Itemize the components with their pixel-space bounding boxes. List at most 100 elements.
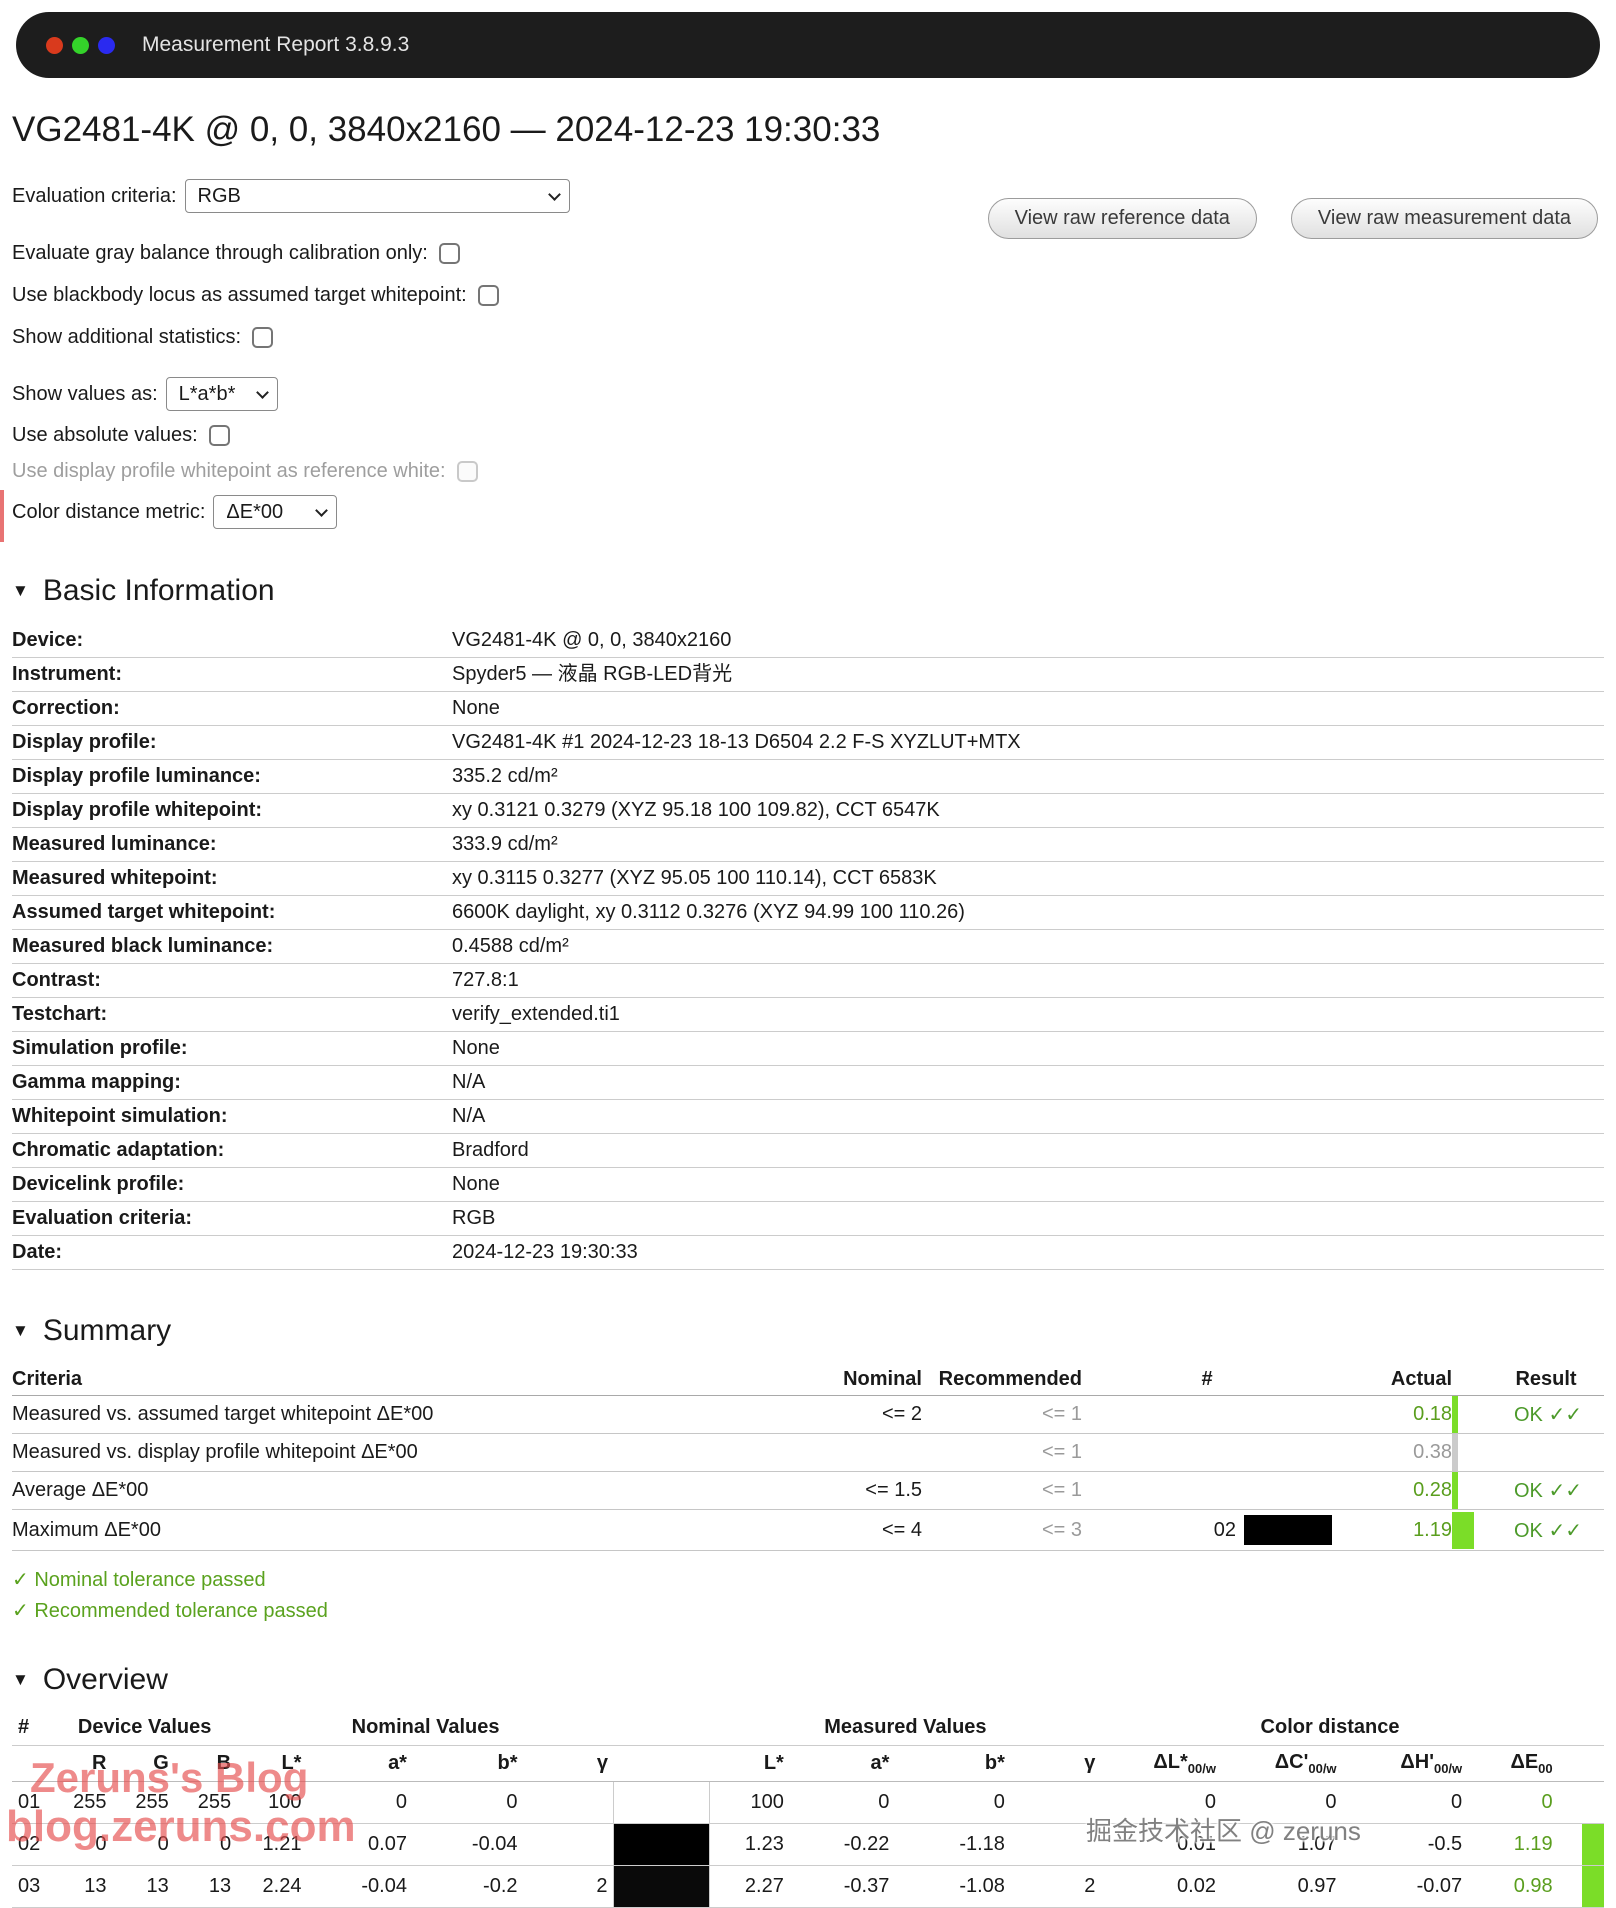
device-r: 13 [52,1865,113,1908]
basic-info-value: None [452,1167,1604,1202]
basic-info-value: 333.9 cd/m² [452,827,1604,862]
basic-info-label: Gamma mapping: [12,1065,452,1100]
basic-info-row: Instrument: Spyder5 — 液晶 RGB-LED背光 [12,657,1604,692]
show-values-select[interactable]: L*a*b* [165,377,278,411]
summary-actual: 0.28 [1332,1471,1452,1510]
patch-color-swatch [613,1823,710,1866]
summary-table: Criteria Nominal Recommended # Actual Re… [12,1364,1604,1551]
nominal-l: 2.24 [237,1865,308,1908]
chevron-down-icon [547,187,561,201]
overview-title: Overview [42,1663,168,1696]
overview-measured-group: Measured Values [709,1711,1102,1746]
summary-actual: 1.19 [1332,1509,1452,1551]
basic-info-row: Measured black luminance: 0.4588 cd/m² [12,929,1604,964]
summary-criteria: Average ΔE*00 [12,1471,802,1510]
summary-header-row: Criteria Nominal Recommended # Actual Re… [12,1364,1604,1396]
absolute-values-label: Use absolute values: [12,423,198,446]
device-r: 255 [52,1781,113,1824]
view-raw-measurement-data-button[interactable]: View raw measurement data [1290,198,1598,239]
blackbody-locus-checkbox[interactable] [477,284,499,306]
nominal-gamma: 2 [523,1865,614,1908]
tolerance-bar [1452,1434,1458,1471]
blackbody-locus-label: Use blackbody locus as assumed target wh… [12,283,467,306]
summary-number-cell [1082,1471,1332,1510]
evaluation-criteria-select[interactable]: RGB [184,179,570,213]
measured-gamma [1010,1781,1102,1824]
delta-e-value: 1.19 [1468,1823,1559,1866]
measured-gamma [1010,1823,1102,1866]
display-profile-whitepoint-label: Use display profile whitepoint as refere… [12,459,446,482]
col-b: B [174,1745,238,1782]
red-dot-icon[interactable] [46,36,63,54]
basic-info-value: None [452,691,1604,726]
evaluation-criteria-label: Evaluation criteria: [12,184,177,207]
tolerance-bar [1452,1472,1458,1509]
collapse-triangle-icon[interactable]: ▼ [12,1670,29,1689]
summary-recommended: <= 3 [922,1509,1082,1551]
color-distance-metric-select[interactable]: ΔE*00 [213,495,338,529]
chevron-down-icon [315,503,329,517]
green-dot-icon[interactable] [72,36,89,54]
overview-group-header-row: # Device Values Nominal Values Measured … [12,1711,1604,1746]
delta-e-value: 0.98 [1468,1865,1559,1908]
additional-statistics-checkbox[interactable] [252,326,274,348]
color-swatch [1244,1515,1332,1545]
basic-info-row: Correction: None [12,691,1604,726]
summary-bar-cell [1452,1471,1488,1510]
report-controls: Evaluation criteria: RGB Evaluate gray b… [0,178,1616,530]
device-b: 255 [174,1781,238,1824]
basic-info-value: Spyder5 — 液晶 RGB-LED背光 [452,657,1604,692]
summary-criteria: Measured vs. display profile whitepoint … [12,1433,802,1472]
gray-balance-checkbox[interactable] [438,242,460,264]
basic-info-label: Correction: [12,691,452,726]
summary-patch-number: 02 [1213,1518,1236,1541]
overview-table: # Device Values Nominal Values Measured … [12,1711,1604,1908]
nominal-gamma [523,1781,614,1824]
basic-info-label: Contrast: [12,963,452,998]
basic-info-row: Measured whitepoint: xy 0.3115 0.3277 (X… [12,861,1604,896]
delta-l-value: 0.02 [1101,1865,1222,1908]
basic-info-row: Assumed target whitepoint: 6600K dayligh… [12,895,1604,930]
device-g: 0 [112,1823,175,1866]
summary-col-actual: Actual [1332,1364,1452,1396]
patch-number: 03 [12,1865,53,1908]
color-distance-metric-value: ΔE*00 [226,500,284,523]
measured-l: 100 [709,1781,790,1824]
summary-nominal: <= 1.5 [802,1471,922,1510]
blue-dot-icon[interactable] [98,36,115,54]
tolerance-passed-notes: ✓ Nominal tolerance passed ✓ Recommended… [12,1565,1604,1627]
absolute-values-checkbox[interactable] [208,424,230,446]
measured-a: -0.22 [789,1823,896,1866]
device-g: 255 [112,1781,175,1824]
summary-number-cell [1082,1395,1332,1434]
color-distance-metric-row: Color distance metric: ΔE*00 [12,494,1604,530]
gray-balance-label: Evaluate gray balance through calibratio… [12,241,428,264]
window-title: Measurement Report 3.8.9.3 [142,33,410,56]
basic-info-value: None [452,1031,1604,1066]
basic-info-label: Measured luminance: [12,827,452,862]
basic-info-row: Whitepoint simulation: N/A [12,1099,1604,1134]
device-r: 0 [52,1823,113,1866]
overview-distance-group: Color distance [1101,1711,1559,1746]
summary-row: Average ΔE*00 <= 1.5 <= 1 0.28 OK ✓✓ [12,1471,1604,1510]
tolerance-bar [1452,1396,1458,1433]
basic-info-label: Evaluation criteria: [12,1201,452,1236]
summary-nominal: <= 4 [802,1509,922,1551]
measured-b: 0 [895,1781,1011,1824]
delta-l-value: 0.01 [1101,1823,1222,1866]
measured-l: 2.27 [709,1865,790,1908]
overview-nominal-group: Nominal Values [237,1711,614,1746]
summary-result [1488,1433,1604,1472]
view-raw-reference-data-button[interactable]: View raw reference data [987,198,1257,239]
collapse-triangle-icon[interactable]: ▼ [12,1321,29,1340]
recommended-passed-line: ✓ Recommended tolerance passed [12,1596,1604,1627]
collapse-triangle-icon[interactable]: ▼ [12,581,29,600]
nominal-gamma [523,1823,614,1866]
basic-info-label: Devicelink profile: [12,1167,452,1202]
nominal-b: -0.04 [412,1823,524,1866]
display-profile-whitepoint-row: Use display profile whitepoint as refere… [12,458,1604,484]
overview-bar-column-header [1558,1711,1604,1746]
basic-info-label: Simulation profile: [12,1031,452,1066]
delta-h-value: -0.5 [1342,1823,1469,1866]
page-title: VG2481-4K @ 0, 0, 3840x2160 — 2024-12-23… [12,110,881,149]
